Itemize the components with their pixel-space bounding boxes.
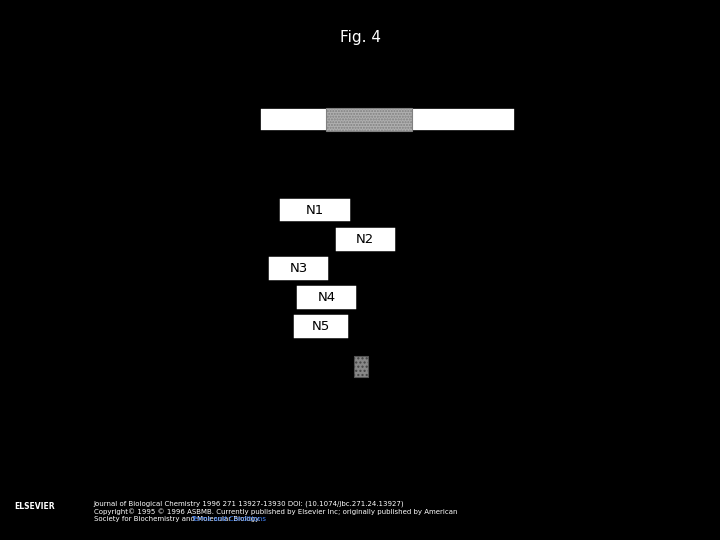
Text: -: - xyxy=(645,232,651,247)
Text: N5: N5 xyxy=(312,320,330,333)
Text: Fig. 4: Fig. 4 xyxy=(340,30,380,45)
Text: Copyright© 1995 © 1996 ASBMB. Currently published by Elsevier Inc; originally pu: Copyright© 1995 © 1996 ASBMB. Currently … xyxy=(94,508,457,515)
Text: Oct-2A: Oct-2A xyxy=(152,112,204,127)
Text: Society for Biochemistry and Molecular Biology.: Society for Biochemistry and Molecular B… xyxy=(94,516,260,522)
Text: 42: 42 xyxy=(235,434,251,447)
Text: ++++: ++++ xyxy=(600,202,651,218)
Text: 207: 207 xyxy=(518,112,544,126)
Bar xyxy=(293,314,348,339)
Text: N1: N1 xyxy=(306,204,325,217)
Bar xyxy=(260,108,515,131)
Text: N3: N3 xyxy=(289,262,308,275)
Text: ++++: ++++ xyxy=(600,290,651,305)
Text: 1: 1 xyxy=(244,112,253,126)
Text: Journal of Biological Chemistry 1996 271 13927-13930 DOI: (10.1074/jbc.271.24.13: Journal of Biological Chemistry 1996 271… xyxy=(94,500,404,507)
Text: Terms and Conditions: Terms and Conditions xyxy=(192,516,266,522)
Bar xyxy=(354,356,368,377)
Bar xyxy=(296,285,357,310)
Text: Repression: Repression xyxy=(556,144,651,159)
Text: -: - xyxy=(645,319,651,334)
Text: activation domain I: activation domain I xyxy=(298,64,426,77)
Text: 64: 64 xyxy=(490,434,506,447)
Bar xyxy=(326,108,413,131)
Bar xyxy=(268,256,329,281)
Text: Q: Q xyxy=(354,85,365,99)
Text: N2: N2 xyxy=(356,233,374,246)
Bar xyxy=(326,108,413,131)
Bar xyxy=(335,227,396,252)
Bar xyxy=(279,198,351,222)
Text: +++: +++ xyxy=(613,261,651,276)
Text: HQNPQNKTSPFSVSPTGPSTKIK: HQNPQNKTSPFSVSPTGPSTKIK xyxy=(289,434,453,447)
Text: ELSEVIER: ELSEVIER xyxy=(14,502,55,511)
Bar xyxy=(354,356,368,377)
Text: N4: N4 xyxy=(318,291,336,304)
